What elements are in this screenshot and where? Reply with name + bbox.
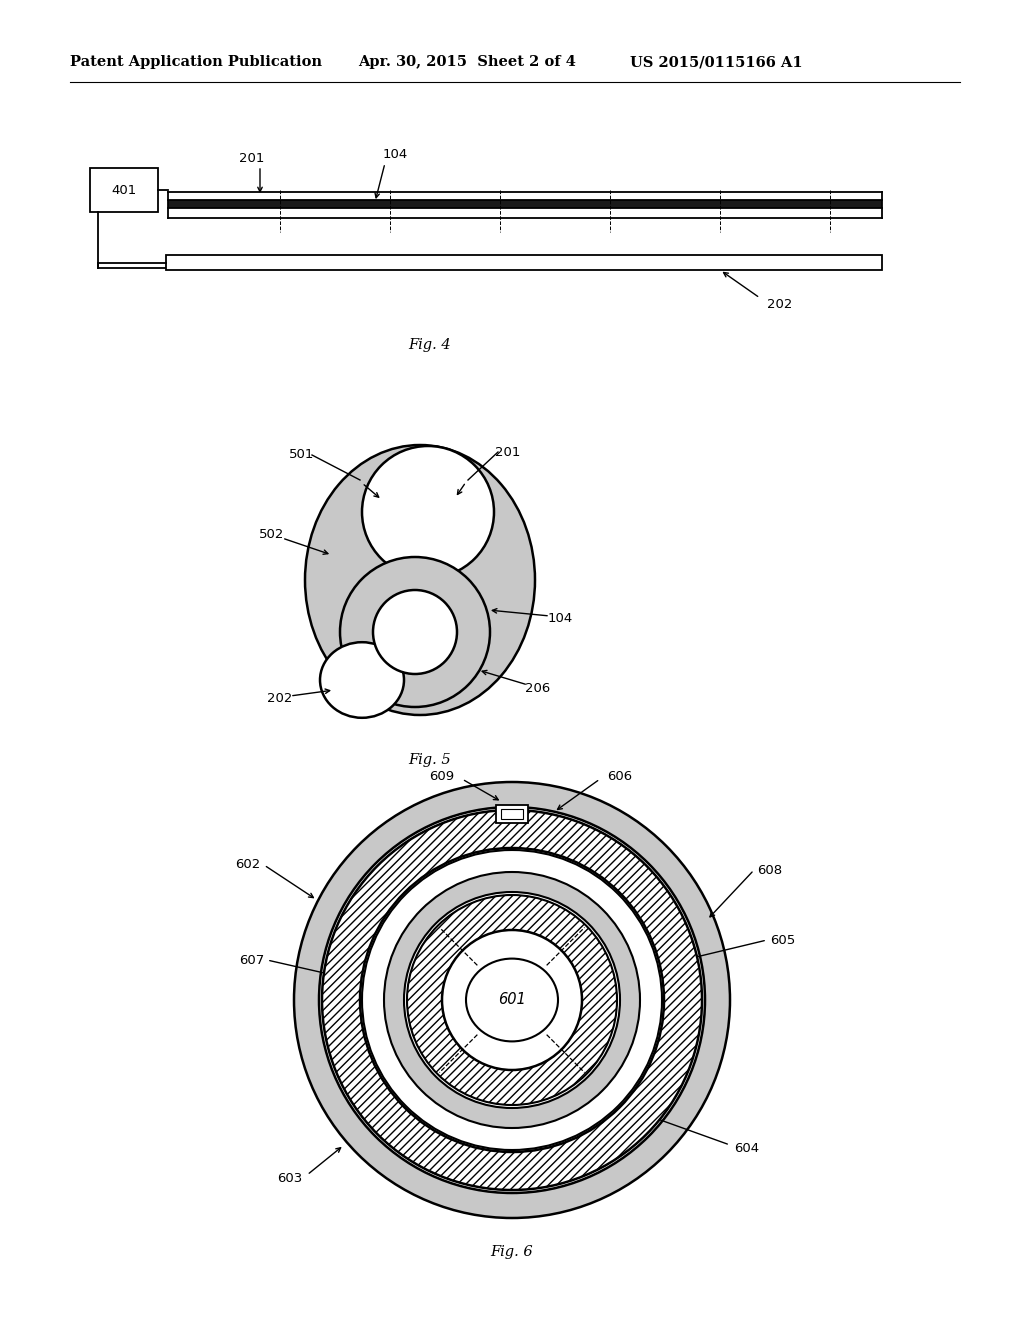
Text: 602: 602 [234, 858, 260, 871]
Ellipse shape [322, 810, 702, 1191]
Ellipse shape [305, 445, 535, 715]
Ellipse shape [384, 873, 640, 1129]
Bar [168, 209, 882, 218]
Text: 202: 202 [267, 692, 293, 705]
Text: 206: 206 [525, 681, 551, 694]
Bar [501, 809, 523, 818]
Text: 605: 605 [770, 933, 796, 946]
Text: 607: 607 [239, 953, 264, 966]
Text: 401: 401 [112, 183, 136, 197]
Ellipse shape [407, 895, 617, 1105]
Text: 609: 609 [429, 771, 454, 784]
Bar [496, 805, 528, 822]
Text: 501: 501 [290, 449, 314, 462]
Text: Apr. 30, 2015  Sheet 2 of 4: Apr. 30, 2015 Sheet 2 of 4 [358, 55, 575, 69]
Ellipse shape [294, 781, 730, 1218]
Text: 608: 608 [757, 863, 782, 876]
Text: 104: 104 [548, 611, 572, 624]
Text: 502: 502 [259, 528, 285, 541]
Text: Fig. 5: Fig. 5 [409, 752, 452, 767]
Ellipse shape [319, 807, 705, 1193]
Text: 604: 604 [734, 1142, 759, 1155]
Ellipse shape [362, 850, 662, 1150]
Bar [168, 201, 882, 209]
Text: 606: 606 [607, 771, 632, 784]
Text: US 2015/0115166 A1: US 2015/0115166 A1 [630, 55, 803, 69]
Ellipse shape [442, 931, 582, 1071]
Text: 603: 603 [276, 1172, 302, 1184]
Ellipse shape [319, 643, 404, 718]
Text: 201: 201 [240, 152, 264, 165]
Ellipse shape [373, 590, 457, 675]
Text: Fig. 4: Fig. 4 [409, 338, 452, 352]
Ellipse shape [362, 446, 494, 578]
Ellipse shape [466, 958, 558, 1041]
Ellipse shape [360, 847, 664, 1152]
Text: 202: 202 [767, 298, 793, 312]
Bar [168, 191, 882, 201]
Bar [496, 805, 528, 822]
Text: Patent Application Publication: Patent Application Publication [70, 55, 322, 69]
Bar [90, 168, 158, 213]
Bar [166, 255, 882, 271]
Text: 201: 201 [496, 446, 520, 458]
Ellipse shape [404, 892, 620, 1107]
Ellipse shape [340, 557, 490, 708]
Text: 601: 601 [498, 993, 526, 1007]
Text: Fig. 6: Fig. 6 [490, 1245, 534, 1259]
Text: 104: 104 [382, 149, 408, 161]
